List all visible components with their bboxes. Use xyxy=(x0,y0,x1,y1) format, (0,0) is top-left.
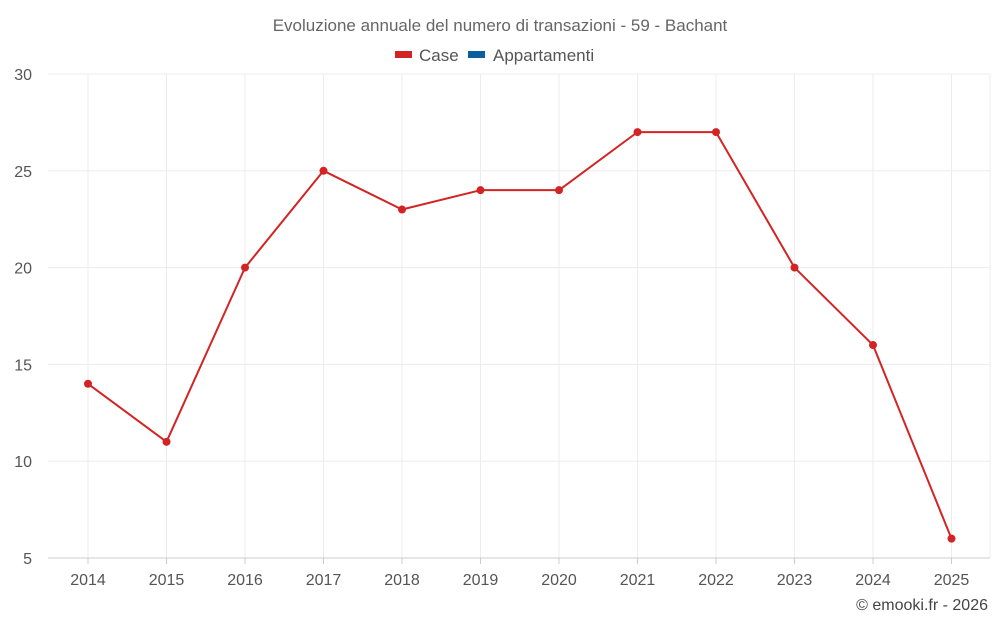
legend-swatch-case xyxy=(395,51,412,58)
y-tick-label: 25 xyxy=(14,164,32,181)
data-point-2025[interactable] xyxy=(947,534,956,543)
legend-label-case: Case xyxy=(419,46,459,65)
legend-item-appartamenti[interactable]: Appartamenti xyxy=(468,46,594,65)
y-tick-label: 10 xyxy=(14,454,32,471)
data-point-2014[interactable] xyxy=(84,379,92,388)
legend-swatch-appartamenti xyxy=(468,51,485,58)
data-point-2022[interactable] xyxy=(712,128,720,137)
data-point-2015[interactable] xyxy=(162,437,171,446)
x-tick-label: 2020 xyxy=(541,572,577,589)
grid xyxy=(48,73,991,559)
x-tick-label: 2014 xyxy=(70,572,106,589)
legend-label-appartamenti: Appartamenti xyxy=(493,46,594,65)
x-tick-label: 2024 xyxy=(855,572,891,589)
data-point-2018[interactable] xyxy=(398,205,406,214)
x-tick-label: 2017 xyxy=(306,572,342,589)
x-tick-label: 2023 xyxy=(777,572,813,589)
data-point-2019[interactable] xyxy=(476,186,485,195)
x-tick-label: 2018 xyxy=(384,572,420,589)
y-tick-label: 15 xyxy=(14,357,32,374)
x-tick-label: 2015 xyxy=(149,572,185,589)
data-point-2016[interactable] xyxy=(241,263,249,272)
series-line-case xyxy=(87,131,953,540)
data-point-2017[interactable] xyxy=(319,166,328,175)
data-point-2021[interactable] xyxy=(633,128,642,137)
y-tick-label: 20 xyxy=(14,261,32,278)
series xyxy=(84,128,956,543)
data-point-2023[interactable] xyxy=(790,263,799,272)
x-tick-label: 2025 xyxy=(934,572,970,589)
x-tick-label: 2021 xyxy=(620,572,656,589)
y-tick-label: 5 xyxy=(23,551,32,568)
data-point-2020[interactable] xyxy=(555,186,563,195)
chart-title: Evoluzione annuale del numero di transaz… xyxy=(273,16,728,35)
x-tick-label: 2022 xyxy=(698,572,734,589)
legend: Case Appartamenti xyxy=(395,46,594,65)
legend-item-case[interactable]: Case xyxy=(395,46,459,65)
y-tick-label: 30 xyxy=(14,67,32,84)
x-tick-label: 2016 xyxy=(227,572,263,589)
data-point-2024[interactable] xyxy=(869,341,877,350)
x-tick-label: 2019 xyxy=(463,572,499,589)
credit-text: © emooki.fr - 2026 xyxy=(856,597,988,614)
